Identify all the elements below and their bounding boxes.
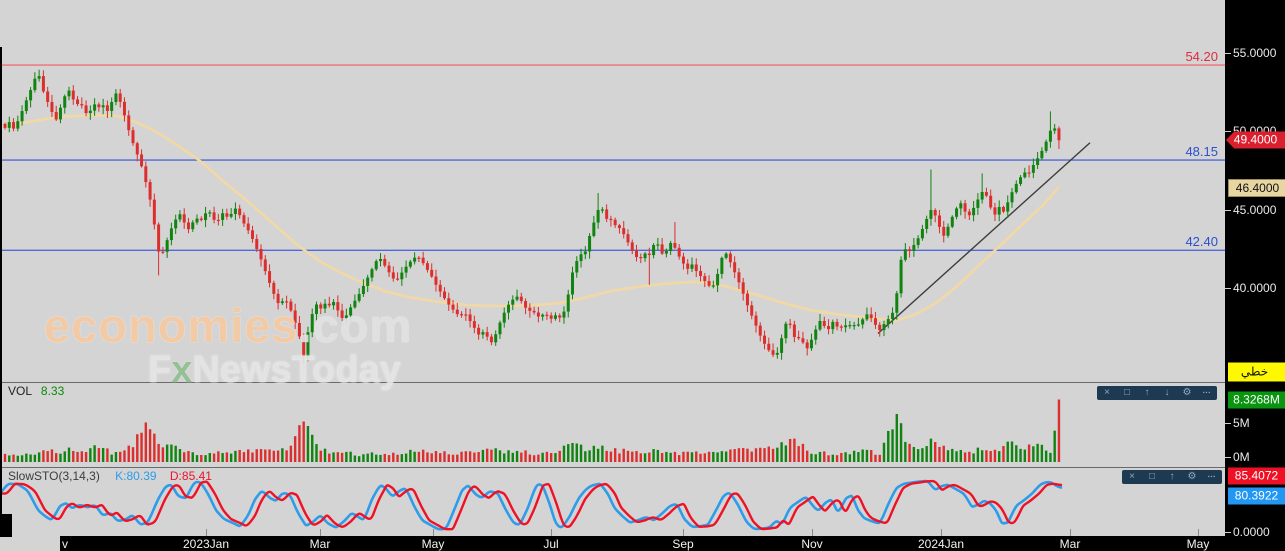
price-tick-label: 40.0000	[1233, 281, 1277, 295]
moving-average	[0, 113, 1060, 322]
close-icon[interactable]: ×	[1129, 471, 1135, 482]
stoch-d	[0, 479, 1063, 531]
price-tick-mark	[1225, 209, 1231, 211]
horizontal-levels	[0, 64, 1225, 251]
time-axis-label: Jul	[543, 537, 559, 551]
move-up-icon[interactable]: ↑	[1169, 471, 1175, 482]
time-axis-tick	[551, 529, 552, 536]
price-tick-mark	[1225, 131, 1231, 132]
more-icon[interactable]: ▪▪▪	[1202, 390, 1212, 396]
time-axis-label: May	[1186, 537, 1210, 551]
volume-tick-mark	[1225, 422, 1231, 424]
moving-average-line	[0, 113, 1060, 322]
volume-tick-label: 5M	[1233, 415, 1250, 430]
level-label: 48.15	[1185, 144, 1218, 160]
settings-icon[interactable]: ⚙	[1182, 387, 1192, 398]
watermark-subbrand: FxNewsToday	[148, 349, 401, 391]
ma-value-badge: 46.4000	[1228, 179, 1285, 197]
time-axis-tick	[1070, 529, 1071, 536]
time-axis-tick	[433, 529, 434, 536]
price-tick-label: 55.0000	[1233, 45, 1277, 60]
volume-value-badge: 8.3268M	[1228, 391, 1285, 409]
level-label: 54.20	[1185, 49, 1218, 65]
stochastic-k-badge: 80.3922	[1228, 487, 1285, 505]
time-axis-label: v	[62, 537, 68, 551]
time-axis-tick	[320, 529, 321, 536]
price-tick-mark	[1225, 288, 1231, 289]
price-tick-mark	[1225, 52, 1231, 54]
chart-left-border	[0, 47, 2, 537]
stochastic-d-line	[0, 479, 1063, 531]
time-axis-label: Mar	[309, 537, 331, 551]
axis-corner-box	[0, 514, 12, 537]
maximize-icon[interactable]: □	[1123, 387, 1131, 398]
time-axis-label: 2023Jan	[182, 537, 230, 551]
stochastic-pane-toolbar: × □ ↑ ⚙ ▪▪▪	[1122, 470, 1222, 484]
last-price-badge: 49.4000	[1226, 131, 1285, 149]
time-axis-tick	[941, 529, 942, 536]
volume-pane-label: VOL 8.33	[8, 384, 65, 398]
pane-dividers	[0, 382, 1225, 468]
maximize-icon[interactable]: □	[1148, 471, 1156, 482]
trendline-group	[877, 142, 1091, 335]
volume-pane-toolbar: × □ ↑ ↓ ⚙ ▪▪▪	[1097, 386, 1217, 400]
more-icon[interactable]: ▪▪▪	[1207, 474, 1217, 480]
time-axis-tick	[206, 529, 207, 536]
stochastic-k-value: K:80.39	[115, 469, 157, 483]
stochastic-tick-label: 0.0000	[1233, 525, 1270, 539]
time-axis-label: Nov	[801, 537, 823, 551]
price-axis-panel[interactable]	[1225, 0, 1285, 551]
settings-icon[interactable]: ⚙	[1187, 471, 1197, 482]
price-tick-label: 45.0000	[1233, 202, 1277, 217]
stochastic-k-line	[0, 479, 1063, 531]
stochastic-tick-mark	[1225, 532, 1231, 533]
volume-tick-mark	[1225, 457, 1231, 458]
volume-tick-label: 0M	[1233, 450, 1250, 464]
volume-value: 8.33	[40, 384, 65, 398]
move-up-icon[interactable]: ↑	[1144, 387, 1150, 398]
time-axis-tick	[683, 529, 684, 536]
trendline	[877, 142, 1091, 335]
time-axis-label: 2024Jan	[917, 537, 965, 551]
chart-style-badge[interactable]: خطي	[1228, 362, 1285, 382]
level-label: 42.40	[1185, 234, 1218, 250]
stochastic-d-badge: 85.4072	[1228, 467, 1285, 485]
time-axis[interactable]	[60, 536, 1285, 551]
watermark-brand: economies.com	[44, 299, 413, 352]
candlestick-series	[3, 69, 1061, 365]
watermark: economies.com FxNewsToday	[44, 302, 412, 389]
volume-bars	[3, 399, 1061, 462]
time-axis-tick	[1198, 529, 1199, 536]
time-axis-tick	[812, 529, 813, 536]
time-axis-label: May	[421, 537, 445, 551]
stochastic-d-value: D:85.41	[169, 469, 212, 483]
time-axis-label: Sep	[672, 537, 694, 551]
stochastic-pane-label: SlowSTO(3,14,3) K:80.39 D:85.41	[8, 469, 212, 483]
stoch-k	[0, 479, 1063, 531]
time-axis-label: Mar	[1059, 537, 1081, 551]
close-icon[interactable]: ×	[1104, 387, 1110, 398]
move-down-icon[interactable]: ↓	[1164, 387, 1170, 398]
